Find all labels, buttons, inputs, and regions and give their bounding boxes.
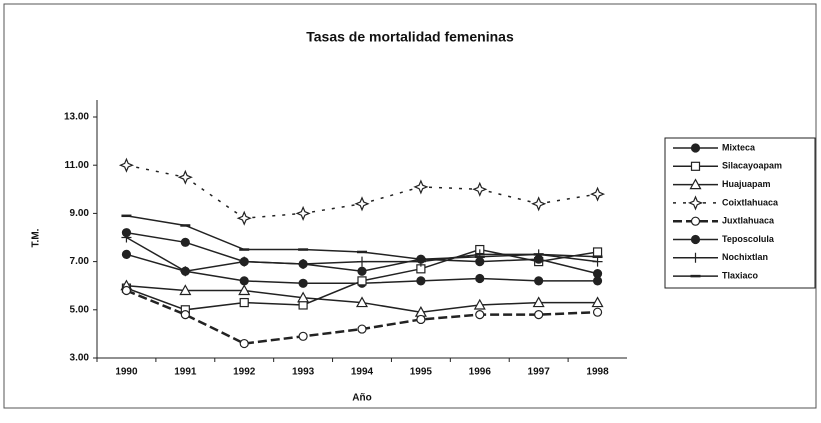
legend-label: Mixteca — [722, 142, 756, 152]
legend-box — [664, 137, 816, 289]
marker — [180, 266, 191, 277]
x-tick-label: 1998 — [586, 367, 609, 378]
marker — [121, 249, 132, 259]
marker — [355, 296, 369, 308]
marker — [690, 161, 701, 171]
marker — [531, 196, 547, 212]
y-tick-label: 9.00 — [70, 208, 90, 219]
marker — [297, 291, 310, 303]
marker — [357, 266, 367, 276]
marker — [591, 296, 604, 308]
marker — [357, 276, 367, 286]
marker — [239, 256, 250, 267]
y-tick-label: 7.00 — [70, 256, 90, 267]
marker — [177, 169, 193, 185]
marker — [121, 285, 132, 296]
marker — [690, 252, 701, 263]
y-tick-label: 11.00 — [65, 160, 90, 171]
marker — [239, 276, 249, 286]
marker — [532, 296, 545, 308]
marker — [592, 269, 603, 279]
marker — [592, 247, 603, 257]
marker — [236, 210, 252, 226]
y-axis-label: T.M. — [31, 228, 42, 247]
marker — [473, 298, 486, 310]
marker — [239, 297, 249, 308]
marker — [298, 259, 309, 270]
x-tick-label: 1994 — [351, 367, 374, 378]
y-tick-label: 5.00 — [70, 304, 90, 315]
marker — [180, 237, 190, 247]
marker — [354, 196, 370, 212]
marker — [239, 338, 249, 349]
marker — [690, 234, 701, 245]
legend-label: Silacayoapam — [722, 161, 782, 171]
marker — [121, 232, 132, 243]
x-tick-label: 1997 — [528, 367, 551, 378]
marker — [416, 314, 426, 325]
marker — [472, 181, 488, 197]
marker — [534, 310, 544, 320]
marker — [357, 324, 367, 334]
marker — [357, 256, 367, 267]
legend-label: Huajuapam — [722, 179, 771, 189]
marker — [690, 143, 701, 153]
legend-label: Juxtlahuaca — [722, 216, 775, 226]
marker — [475, 310, 485, 320]
marker — [118, 157, 135, 173]
marker — [180, 310, 190, 320]
y-tick-label: 3.00 — [70, 353, 90, 364]
y-tick-label: 13.00 — [64, 112, 89, 123]
marker — [687, 195, 704, 211]
marker — [592, 307, 603, 317]
x-tick-label: 1992 — [233, 367, 256, 378]
legend-label: Teposcolula — [722, 234, 775, 244]
marker — [689, 178, 702, 190]
marker — [534, 276, 544, 286]
marker — [589, 186, 606, 202]
legend-label: Coixtlahuaca — [722, 197, 779, 207]
marker — [413, 179, 429, 195]
marker — [295, 205, 311, 221]
legend-label: Nochixtlan — [722, 252, 768, 262]
marker — [416, 276, 426, 286]
x-tick-label: 1993 — [292, 367, 315, 378]
legend-label: Tlaxiaco — [722, 270, 759, 280]
x-tick-label: 1991 — [174, 367, 197, 378]
marker — [475, 273, 485, 284]
marker — [298, 331, 308, 341]
marker — [690, 216, 701, 226]
x-tick-label: 1996 — [469, 367, 492, 378]
marker — [179, 284, 192, 296]
x-axis-label: Año — [352, 393, 371, 404]
x-tick-label: 1990 — [115, 367, 138, 378]
marker — [298, 278, 308, 288]
chart-title: Tasas de mortalidad femeninas — [306, 29, 514, 45]
x-tick-label: 1995 — [410, 367, 433, 378]
marker — [238, 284, 251, 296]
marker — [592, 256, 603, 267]
